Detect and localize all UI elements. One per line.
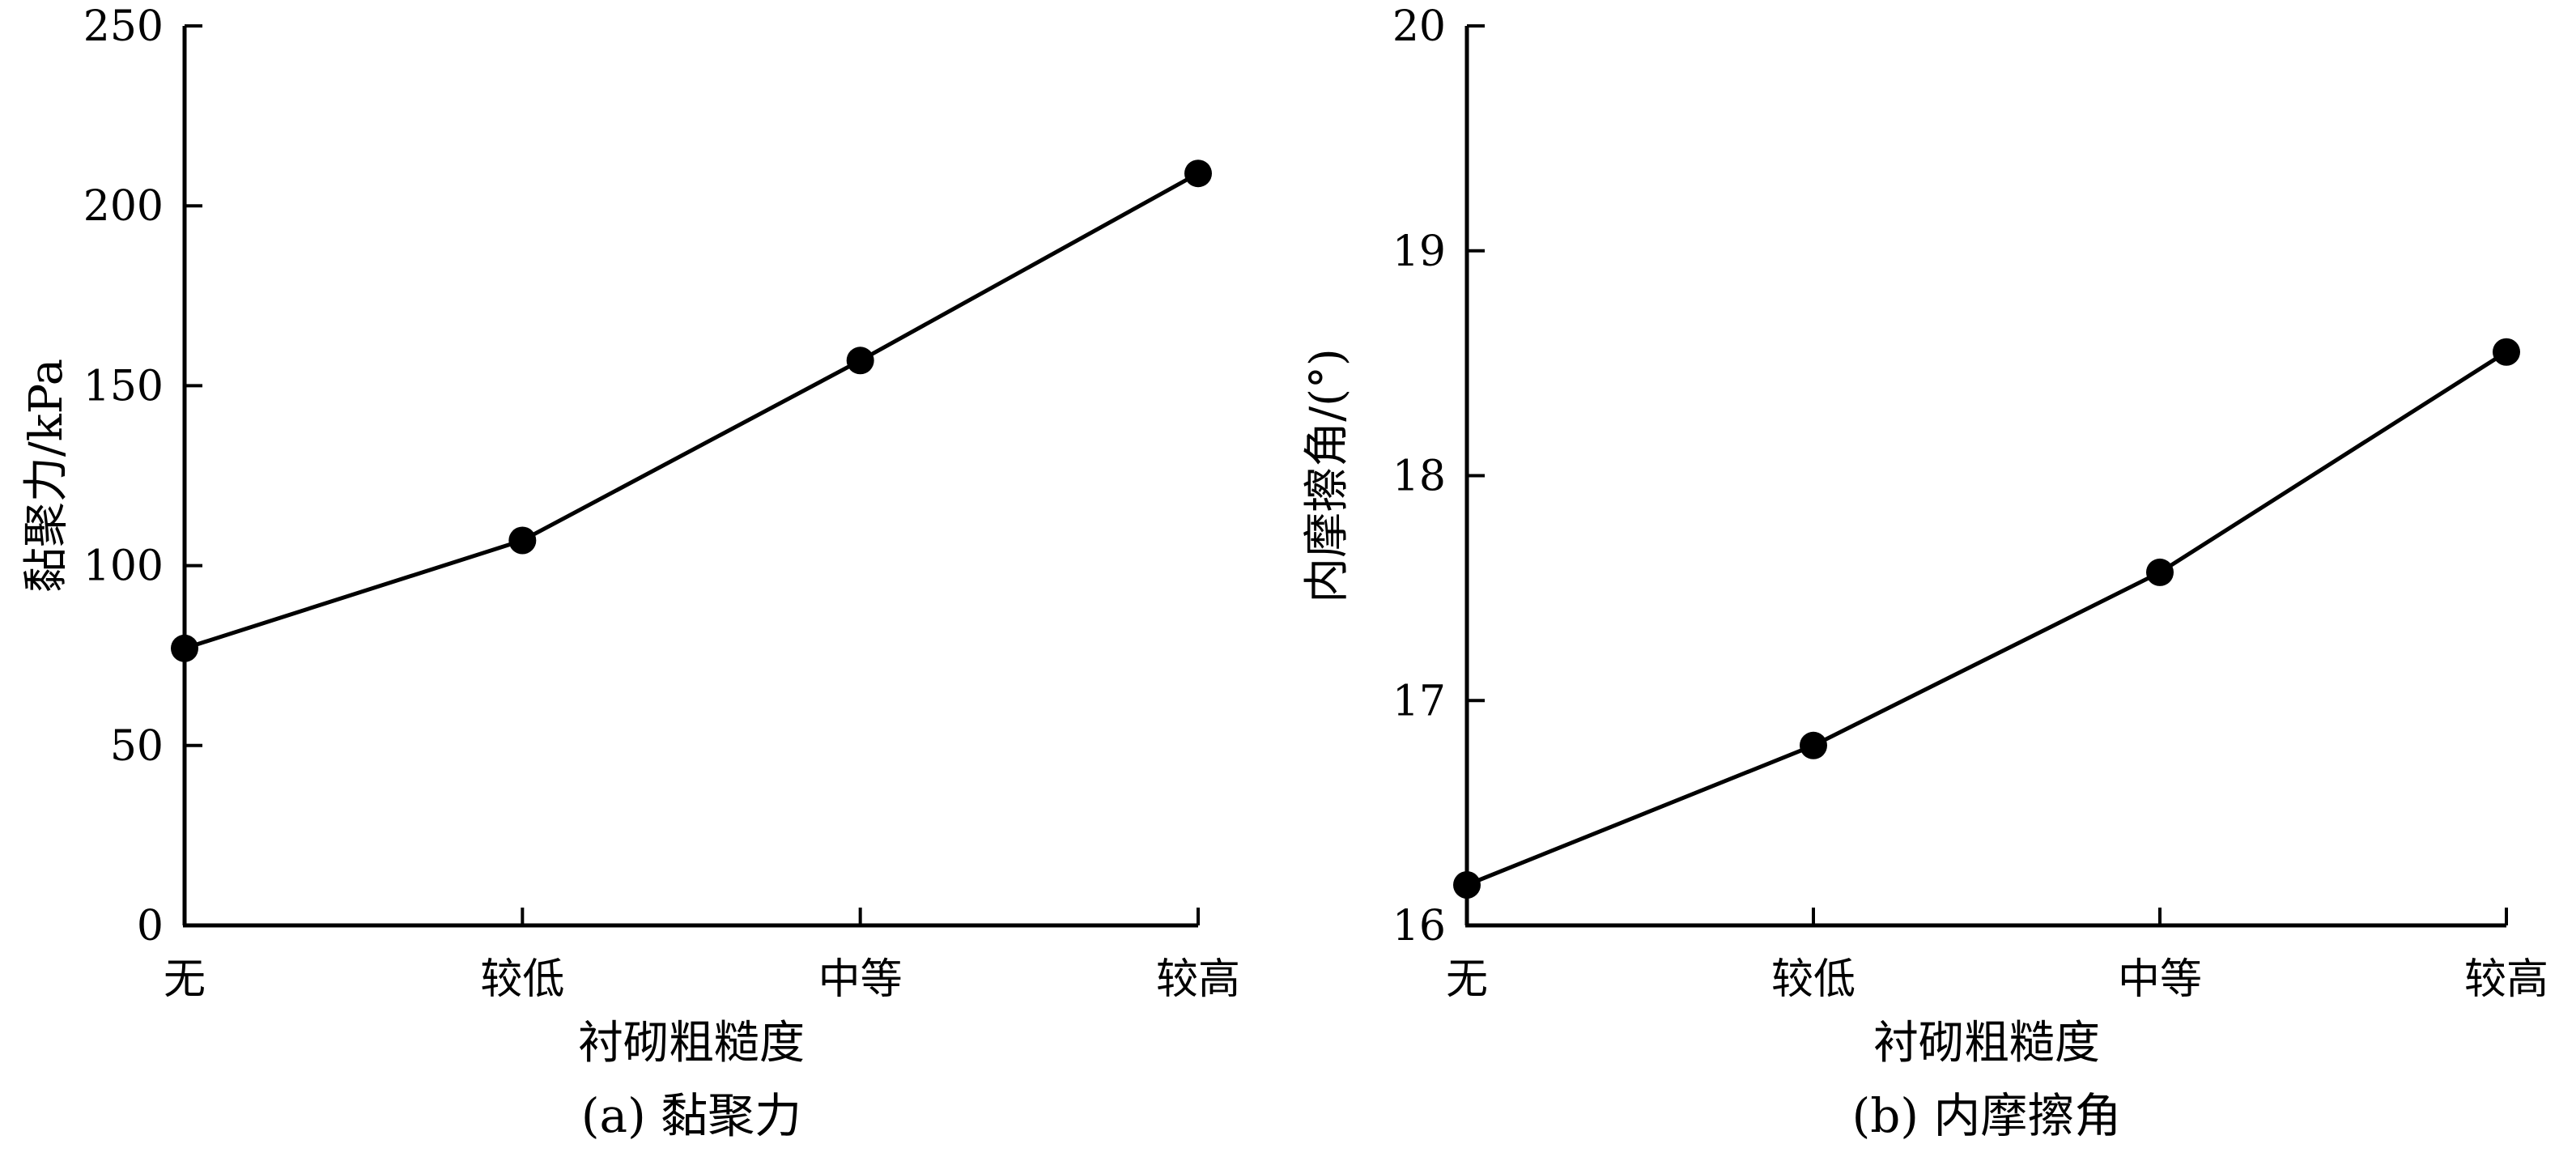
y-tick-label: 17 — [1392, 677, 1446, 725]
data-point — [508, 526, 537, 555]
y-tick-label: 200 — [83, 182, 164, 231]
x-tick-label: 中等 — [818, 955, 903, 1004]
y-tick-label: 100 — [83, 542, 164, 591]
y-tick-label: 20 — [1392, 2, 1446, 51]
y-tick-label: 50 — [110, 722, 164, 771]
x-tick-label: 较低 — [480, 955, 564, 1004]
y-axis-title: 内摩擦角/(°) — [1301, 348, 1354, 603]
y-tick-label: 18 — [1392, 453, 1446, 501]
x-tick-label: 较高 — [2464, 955, 2548, 1004]
series-line — [1466, 350, 2508, 887]
x-axis-title: 衬砌粗糙度 — [1873, 1017, 2100, 1070]
data-point — [1800, 731, 1827, 759]
y-tick-label: 19 — [1392, 228, 1446, 276]
data-point — [1453, 871, 1481, 899]
y-tick-label: 250 — [83, 2, 164, 51]
series-line — [184, 172, 1200, 651]
data-point — [1184, 159, 1212, 188]
chart-caption: (a) 黏聚力 — [581, 1088, 801, 1143]
y-tick-label: 150 — [83, 362, 164, 410]
x-tick-label: 无 — [164, 955, 206, 1004]
y-axis-title: 黏聚力/kPa — [20, 359, 73, 593]
y-tick-label: 0 — [137, 902, 164, 950]
data-point — [2146, 558, 2174, 586]
data-point — [2493, 338, 2520, 366]
data-point — [171, 634, 198, 662]
x-tick-label: 较高 — [1156, 955, 1240, 1004]
y-tick-label: 16 — [1392, 902, 1446, 950]
x-tick-label: 中等 — [2118, 955, 2202, 1004]
data-point — [846, 347, 874, 375]
x-axis-title: 衬砌粗糙度 — [578, 1017, 805, 1070]
x-tick-label: 较低 — [1771, 955, 1855, 1004]
chart-caption: (b) 内摩擦角 — [1852, 1088, 2122, 1143]
x-tick-label: 无 — [1446, 955, 1488, 1004]
